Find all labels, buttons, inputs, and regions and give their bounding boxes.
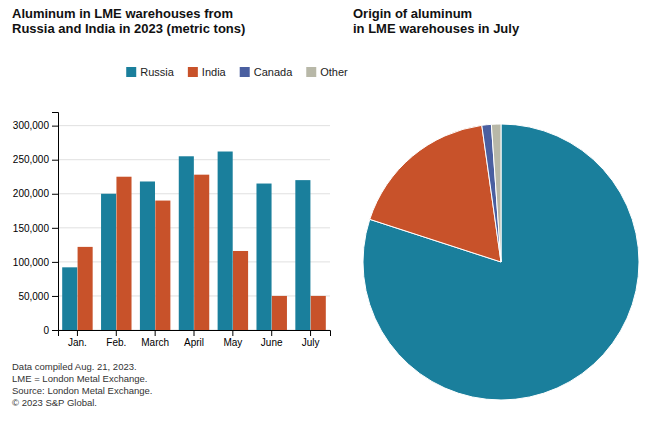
tick-label: June [261,337,283,348]
legend-label: Russia [140,66,175,78]
bar [62,267,77,330]
chart-title: Origin of aluminumin LME warehouses in J… [353,6,520,36]
tick: 250,000 [13,154,58,165]
tick-label: 0 [43,325,49,336]
legend-item: Canada [240,66,293,78]
tick-label: 300,000 [13,120,50,131]
pie [363,124,639,400]
legend-label: Other [320,66,348,78]
chart-title-line: Russia and India in 2023 (metric tons) [12,21,245,36]
bar [256,184,271,330]
footnote: Source: London Metal Exchange. [12,385,152,396]
bar [140,181,155,330]
tick-mark [52,296,58,297]
tick-label: 150,000 [13,223,50,234]
legend: Russia India Canada Other [126,66,348,78]
bar [155,201,170,330]
bar [78,247,93,330]
legend-item: India [188,66,227,78]
bar [218,152,233,330]
footnote: Data compiled Aug. 21, 2023. [12,361,137,372]
grid-line [58,261,330,262]
tick: March [141,330,169,348]
tick-mark [52,330,58,331]
bar [295,180,310,330]
tick: June [261,330,283,348]
tick-mark [52,194,58,195]
tick-label: 50,000 [18,291,49,302]
bar [194,175,209,330]
axis-line [59,331,331,337]
tick: 50,000 [18,291,58,302]
chart-title-line: in LME warehouses in July [353,21,520,36]
pie-slice [482,124,501,262]
bars [62,152,326,330]
pie-slice [363,124,639,400]
legend-swatch [306,67,316,77]
tick-mark [155,330,156,336]
bar [233,251,248,330]
grid-line [58,227,330,228]
tick-mark [52,228,58,229]
bar [116,177,131,330]
legend-item: Other [306,66,348,78]
tick: May [223,330,242,348]
chart-title: Aluminum in LME warehouses fromRussia an… [12,6,245,36]
axis-line [52,113,59,331]
grid-line [58,159,330,160]
bar [179,156,194,330]
chart-title-line: Aluminum in LME warehouses from [12,6,233,21]
tick-label: 100,000 [13,257,50,268]
tick-mark [194,330,195,336]
tick-mark [52,262,58,263]
tick-label: 200,000 [13,188,50,199]
tick: 300,000 [13,120,58,131]
x-axis: Jan. Feb. March April May June July [59,330,331,348]
grid-line [58,295,330,296]
tick-mark [52,160,58,161]
tick-label: March [141,337,169,348]
tick: July [302,330,320,348]
legend-swatch [188,67,198,77]
chart-root: Aluminum in LME warehouses fromRussia an… [0,0,660,441]
footnote: LME = London Metal Exchange. [12,373,147,384]
bar [311,296,326,330]
tick: 0 [43,325,58,336]
tick-mark [52,126,58,127]
pie-slice [370,125,501,262]
legend-label: Canada [254,66,293,78]
tick-label: Jan. [68,337,87,348]
grid-line [58,125,330,126]
tick: 200,000 [13,188,58,199]
footnote: © 2023 S&P Global. [12,397,97,408]
chart-title-line: Origin of aluminum [353,6,472,21]
tick: Feb. [106,330,126,348]
tick-label: May [223,337,242,348]
y-axis: 0 50,000 100,000 150,000 200,000 250,000 300,0… [13,113,59,336]
tick-mark [232,330,233,336]
legend-item: Russia [126,66,175,78]
grid-line [58,193,330,194]
bar [272,296,287,330]
tick: 150,000 [13,223,58,234]
tick-label: Feb. [106,337,126,348]
tick-label: 250,000 [13,154,50,165]
tick-mark [310,330,311,336]
legend-swatch [126,67,136,77]
tick: 100,000 [13,257,58,268]
tick-label: April [184,337,204,348]
tick: Jan. [68,330,87,348]
bar [101,194,116,330]
pie-slice [491,124,501,262]
tick: April [184,330,204,348]
tick-mark [271,330,272,336]
tick-mark [77,330,78,336]
legend-swatch [240,67,250,77]
tick-mark [116,330,117,336]
legend-label: India [202,66,227,78]
grid [58,126,330,330]
tick-label: July [302,337,320,348]
